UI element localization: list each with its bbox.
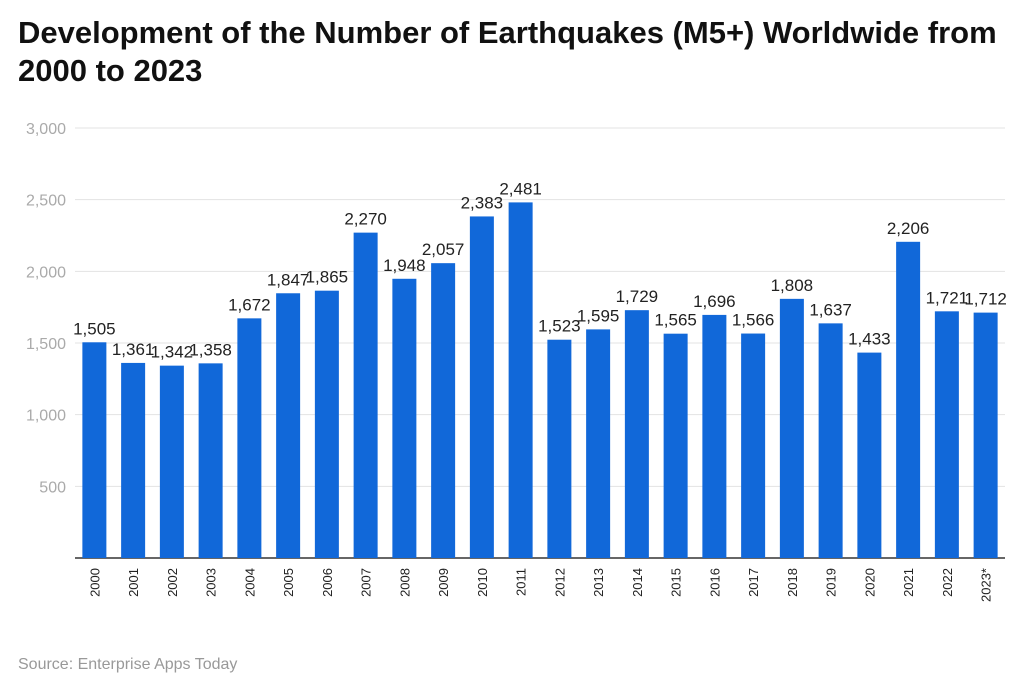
data-label: 1,523	[538, 317, 581, 336]
y-tick-label: 1,000	[26, 408, 66, 425]
data-label: 2,383	[461, 193, 504, 212]
x-tick-label: 2003	[204, 568, 219, 597]
bar	[237, 318, 262, 558]
x-tick-label: 2005	[281, 568, 296, 597]
source-note: Source: Enterprise Apps Today	[18, 656, 238, 673]
x-tick-label: 2006	[320, 568, 335, 597]
data-label: 2,270	[344, 210, 387, 229]
y-tick-label: 2,000	[26, 264, 66, 281]
bar	[624, 310, 649, 558]
data-label: 1,595	[577, 306, 620, 325]
chart-title: Development of the Number of Earthquakes…	[18, 15, 997, 88]
x-tick-label: 2000	[87, 568, 102, 597]
bar	[353, 232, 378, 558]
bar	[469, 216, 494, 559]
y-tick-label: 2,500	[26, 193, 66, 210]
data-label: 1,808	[771, 276, 814, 295]
bar	[547, 339, 572, 558]
x-tick-label: 2017	[746, 568, 761, 597]
bar	[663, 333, 688, 558]
bar	[159, 365, 184, 558]
bar	[934, 311, 959, 558]
x-tick-label: 2009	[436, 568, 451, 597]
data-label: 1,721	[926, 288, 969, 307]
y-tick-label: 3,000	[26, 121, 66, 138]
data-label: 1,672	[228, 295, 271, 314]
x-tick-label: 2001	[126, 568, 141, 597]
bar	[392, 278, 417, 558]
y-tick-label: 1,500	[26, 336, 66, 353]
data-label: 1,865	[306, 268, 349, 287]
bar	[508, 202, 533, 558]
x-tick-label: 2019	[824, 568, 839, 597]
x-tick-label: 2008	[397, 568, 412, 597]
x-tick-label: 2016	[707, 568, 722, 597]
data-label: 1,361	[112, 340, 155, 359]
x-tick-label: 2015	[669, 568, 684, 597]
data-label: 1,566	[732, 311, 775, 330]
bar	[741, 333, 766, 558]
data-label: 1,847	[267, 270, 310, 289]
x-tick-label: 2013	[591, 568, 606, 597]
bar	[121, 362, 146, 558]
bar	[779, 298, 804, 558]
bar	[896, 241, 921, 558]
x-tick-label: 2004	[242, 568, 257, 597]
bar	[198, 363, 223, 558]
bar	[431, 263, 456, 558]
x-tick-label: 2002	[165, 568, 180, 597]
data-label: 1,948	[383, 256, 426, 275]
bar	[314, 290, 339, 558]
x-tick-label: 2010	[475, 568, 490, 597]
bar	[818, 323, 843, 558]
x-tick-label: 2012	[552, 568, 567, 597]
x-tick-label: 2014	[630, 568, 645, 597]
bar	[82, 342, 107, 558]
data-label: 2,057	[422, 240, 465, 259]
data-label: 1,565	[654, 311, 697, 330]
bar	[276, 293, 301, 558]
data-label: 1,696	[693, 292, 736, 311]
data-label: 1,712	[964, 290, 1007, 309]
data-label: 2,206	[887, 219, 930, 238]
bar	[702, 314, 727, 558]
x-tick-label: 2021	[901, 568, 916, 597]
bar	[857, 352, 882, 558]
x-tick-label: 2022	[940, 568, 955, 597]
x-tick-label: 2020	[862, 568, 877, 597]
data-label: 1,358	[189, 340, 232, 359]
data-label: 1,729	[616, 287, 659, 306]
data-label: 1,433	[848, 330, 891, 349]
data-label: 1,342	[151, 343, 194, 362]
bar	[973, 312, 998, 558]
data-label: 1,505	[73, 319, 116, 338]
x-tick-label: 2018	[785, 568, 800, 597]
x-tick-label: 2007	[359, 568, 374, 597]
bar	[586, 329, 611, 558]
x-tick-label: 2023*	[979, 568, 994, 602]
data-label: 2,481	[499, 179, 542, 198]
y-tick-label: 500	[39, 479, 66, 496]
data-label: 1,637	[809, 300, 852, 319]
x-tick-label: 2011	[514, 568, 529, 596]
